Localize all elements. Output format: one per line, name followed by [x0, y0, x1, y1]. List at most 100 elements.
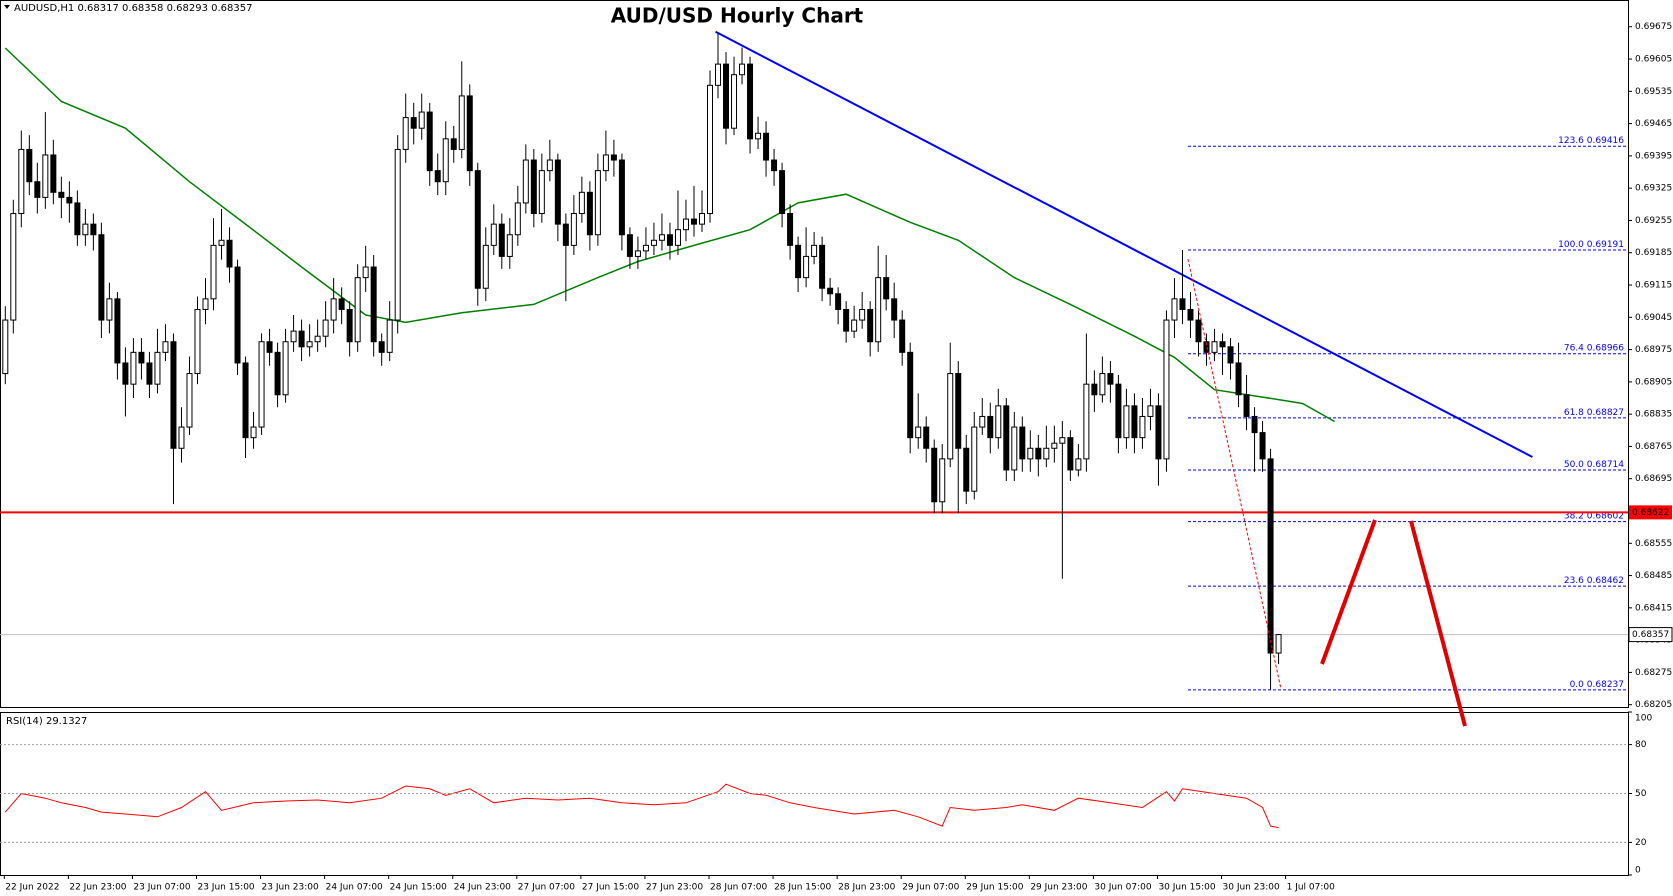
x-tick-label: 27 Jun 15:00 [582, 883, 639, 893]
candle-body [522, 159, 529, 204]
chart-title: AUD/USD Hourly Chart [611, 4, 864, 28]
x-tick-label: 27 Jun 23:00 [646, 883, 703, 893]
candle-body [362, 266, 369, 279]
support-price-box [1629, 505, 1672, 520]
candle-body [146, 362, 153, 385]
candle-body [963, 447, 970, 492]
candle-body [178, 426, 185, 449]
fib-label: 123.6 0.69416 [1558, 136, 1624, 146]
candle-body [698, 213, 705, 225]
candle-body [50, 154, 57, 193]
candle-body [690, 218, 697, 225]
candle-body [274, 351, 281, 396]
candle-body [771, 159, 778, 172]
candle-body [130, 351, 137, 385]
candle-body [234, 266, 241, 364]
candle-body [763, 132, 770, 161]
fib-price: 0.68462 [1587, 576, 1624, 586]
y-tick-label: 0.68415 [1635, 603, 1672, 613]
fib-level: 76.4 [1564, 343, 1584, 353]
x-tick-label: 28 Jun 07:00 [710, 883, 767, 893]
fib-level: 50.0 [1564, 459, 1584, 469]
candle-body [66, 196, 73, 204]
candle-body [162, 341, 169, 353]
open: 0.68317 [77, 3, 118, 14]
candle-body [98, 234, 105, 321]
candle-body [1035, 447, 1042, 460]
x-tick-label: 28 Jun 15:00 [774, 883, 831, 893]
candle-body [122, 362, 129, 385]
candle-body [634, 250, 641, 257]
candle-body [626, 234, 633, 257]
candle-body [867, 308, 874, 343]
candle-body [1187, 308, 1194, 321]
candle-body [723, 63, 730, 129]
x-tick-label: 23 Jun 23:00 [262, 883, 319, 893]
candle-body [739, 63, 746, 76]
candle-body [538, 170, 545, 215]
x-tick-label: 29 Jun 23:00 [1030, 883, 1087, 893]
candle-body [202, 298, 209, 310]
candle-body [314, 335, 321, 343]
candle-body [394, 148, 401, 321]
candle-body [1011, 426, 1018, 471]
candle-body [226, 239, 233, 268]
candle-body [642, 244, 649, 252]
candle-body [1211, 341, 1218, 353]
fib-price: 0.68714 [1587, 459, 1624, 469]
candle-body [418, 111, 425, 129]
candle-body [610, 154, 617, 161]
support-price-label: 0.68622 [1632, 508, 1669, 518]
rsi-tick-label: 100 [1635, 714, 1652, 724]
candle-body [1251, 415, 1258, 434]
fib-label: 23.6 0.68462 [1564, 576, 1624, 586]
candle-body [787, 213, 794, 246]
candle-body [602, 154, 609, 172]
candle-body [378, 341, 385, 353]
candle-body [306, 341, 313, 348]
candle-body [851, 319, 858, 332]
x-tick-label: 28 Jun 23:00 [838, 883, 895, 893]
candle-body [1091, 383, 1098, 396]
candle-body [434, 170, 441, 183]
candle-body [106, 298, 113, 321]
fib-price: 0.69191 [1587, 239, 1624, 249]
candle-body [1163, 319, 1170, 460]
candle-body [74, 202, 81, 236]
y-tick-label: 0.68835 [1635, 410, 1672, 420]
candle-body [931, 447, 938, 503]
candle-body [370, 266, 377, 343]
candle-body [1219, 341, 1226, 348]
candle-body [82, 223, 89, 236]
candle-body [266, 341, 273, 353]
rsi-line [4, 783, 1279, 829]
candle-body [218, 239, 225, 246]
candle-body [1083, 383, 1090, 460]
candle-body [1115, 383, 1122, 439]
y-tick-label: 0.68555 [1635, 539, 1672, 549]
fib-level: 23.6 [1564, 576, 1584, 586]
y-tick-label: 0.68205 [1635, 700, 1672, 710]
fib-price: 0.68237 [1587, 679, 1624, 689]
candle-body [1171, 298, 1178, 321]
y-tick-label: 0.68905 [1635, 377, 1672, 387]
candle-body [586, 191, 593, 236]
candle-body [554, 159, 561, 225]
last-price-box [1628, 627, 1673, 643]
symbol-marker [4, 5, 10, 9]
candle-body [1043, 447, 1050, 460]
symbol: AUDUSD,H1 [14, 3, 74, 14]
candle-body [939, 458, 946, 503]
y-tick-label: 0.69325 [1635, 184, 1672, 194]
candle-body [674, 229, 681, 246]
x-tick-label: 24 Jun 15:00 [390, 883, 447, 893]
x-tick-label: 24 Jun 23:00 [454, 883, 511, 893]
candle-body [899, 319, 906, 353]
candle-body [282, 341, 289, 396]
x-tick-label: 27 Jun 07:00 [518, 883, 575, 893]
candle-body [1235, 362, 1242, 396]
rsi-tick-label: 80 [1635, 740, 1647, 750]
candle-body [450, 138, 457, 150]
candle-body [843, 308, 850, 332]
